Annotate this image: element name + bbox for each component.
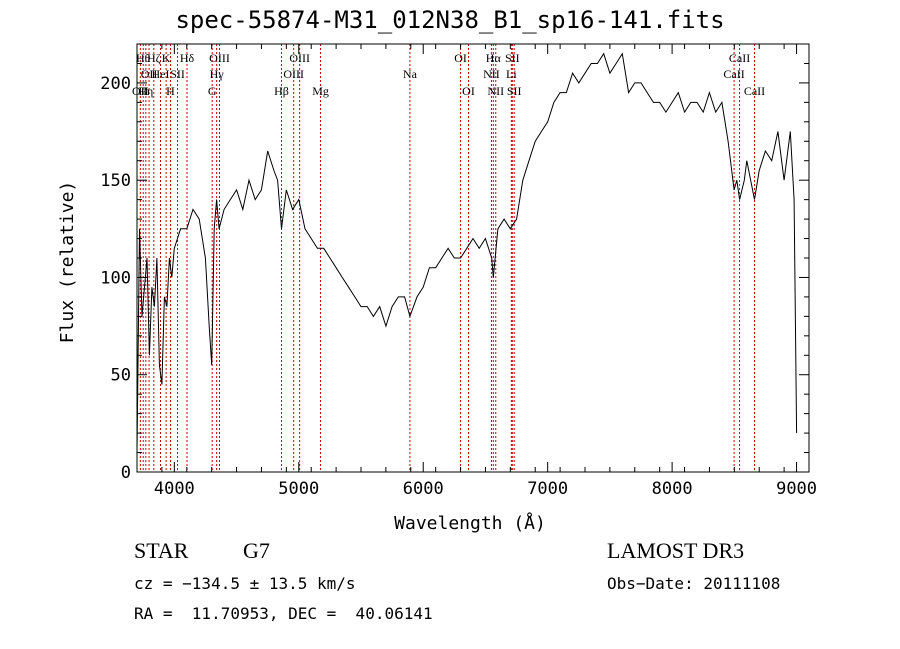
spectral-line-label: Hα: [486, 51, 502, 65]
x-tick-label: 6000: [403, 479, 444, 499]
spectral-line-label: Na: [403, 67, 418, 81]
sky-coordinates: RA = 11.70953, DEC = 40.06141: [134, 604, 433, 623]
spectral-line-label: Mg: [312, 84, 329, 98]
line-labels: OIIHθHηOIIHζHeIKHSIIHδGHγOIIIHβOIIIOIIIM…: [132, 51, 765, 98]
spectral-line-label: OI: [454, 51, 467, 65]
spectral-line-label: Hγ: [210, 67, 225, 81]
y-tick-label: 50: [111, 366, 131, 386]
x-tick-label: 5000: [278, 479, 319, 499]
x-axis-label: Wavelength (Å): [394, 512, 546, 534]
spectral-line-label: NII: [483, 67, 500, 81]
spectral-line-label: SII: [170, 67, 185, 81]
spectral-line-label: OI: [462, 84, 475, 98]
spectral-line-label: SII: [507, 84, 522, 98]
spectral-line-label: HeI: [152, 67, 170, 81]
spectral-line-label: H: [166, 84, 175, 98]
x-tick-label: 8000: [652, 479, 693, 499]
spectral-line-label: Hβ: [274, 84, 289, 98]
spectral-line-label: K: [162, 51, 171, 65]
plot-frame: [136, 43, 810, 473]
spectral-line-label: OIII: [209, 51, 230, 65]
x-tick-label: 9000: [776, 479, 817, 499]
spectral-line-label: G: [208, 84, 217, 98]
y-tick-label: 200: [100, 74, 131, 94]
spectral-line-label: CaII: [723, 67, 744, 81]
spectral-line-label: SII: [505, 51, 520, 65]
y-tick-label: 150: [100, 171, 131, 191]
chart-title: spec-55874-M31_012N38_B1_sp16-141.fits: [175, 6, 725, 34]
survey-name: LAMOST DR3: [607, 538, 745, 563]
spectral-line-markers: [139, 44, 755, 472]
spectral-line-label: Hδ: [180, 51, 195, 65]
spectral-line-label: OIII: [283, 67, 304, 81]
axes: 4000 5000 6000 7000 8000 9000 0 50 100 150 200: [100, 44, 817, 499]
x-tick-label: 4000: [154, 479, 195, 499]
spectral-line-label: Hη: [138, 84, 153, 98]
spectral-line-label: OIII: [289, 51, 310, 65]
spectral-line-label: NII: [487, 84, 504, 98]
y-tick-label: 100: [100, 268, 131, 288]
spectral-line-label: Li: [506, 67, 517, 81]
redshift-velocity: cz = −134.5 ± 13.5 km/s: [134, 574, 356, 593]
spectral-line-label: Hζ: [147, 51, 161, 65]
object-class: STAR: [134, 538, 189, 563]
flux-series-line: [136, 52, 798, 453]
spectral-line-label: CaII: [744, 84, 765, 98]
y-axis-label: Flux (relative): [57, 181, 78, 344]
spectral-line-label: OII: [141, 67, 158, 81]
spectral-line-label: CaII: [729, 51, 750, 65]
x-tick-label: 7000: [527, 479, 568, 499]
y-tick-label: 0: [121, 463, 131, 483]
spectral-line-label: OII: [132, 84, 149, 98]
object-subclass: G7: [243, 538, 270, 563]
observation-date: Obs−Date: 20111108: [607, 574, 781, 593]
spectral-line-label: Hθ: [136, 51, 151, 65]
